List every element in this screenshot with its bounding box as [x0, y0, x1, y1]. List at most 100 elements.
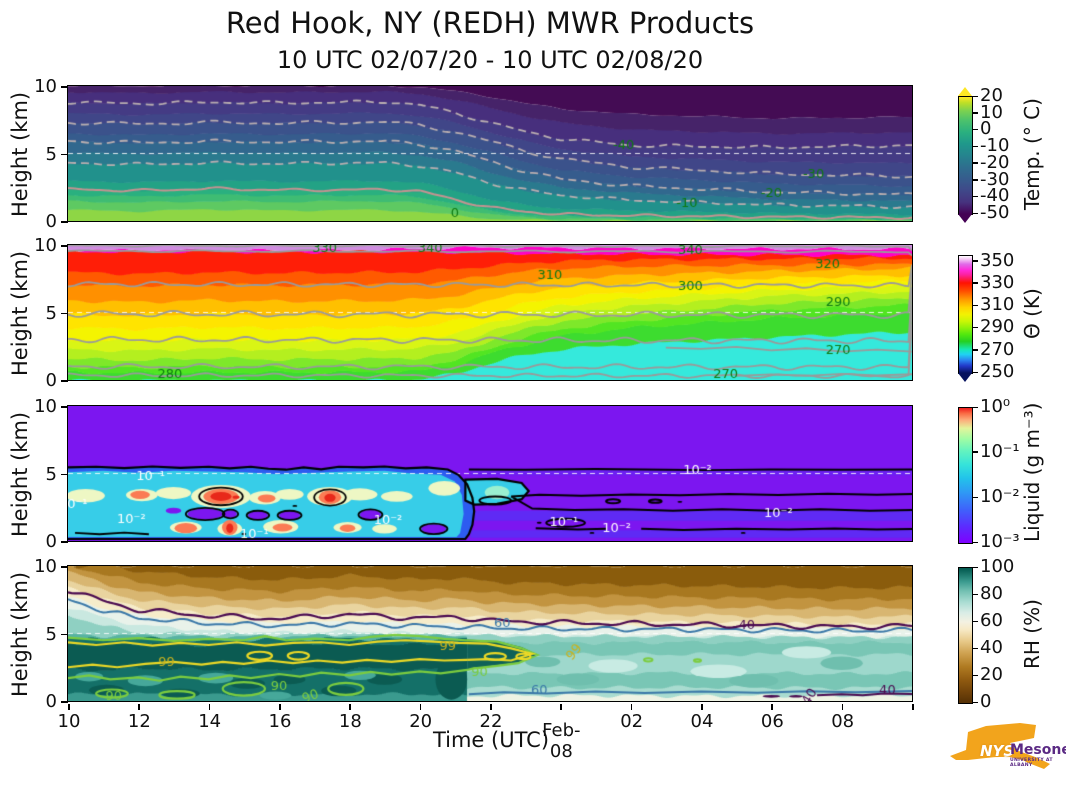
y-tick-label: 10: [34, 76, 57, 97]
temperature-colorbar-label: Temp. (° C): [1020, 98, 1044, 211]
relative-humidity-colorbar: [958, 567, 973, 704]
x-tick-mark: [490, 704, 492, 710]
y-tick-mark: [61, 245, 68, 247]
colorbar-tick-label: 250: [980, 361, 1015, 382]
potential-temperature-colorbar-up-arrow: [957, 245, 972, 255]
y-tick-mark: [61, 701, 68, 703]
y-tick-mark: [61, 86, 68, 88]
colorbar-tick-label: 10: [980, 101, 1003, 123]
colorbar-tick-mark: [973, 620, 978, 622]
colorbar-tick-label: 270: [980, 338, 1015, 360]
colorbar-tick-mark: [973, 406, 978, 408]
colorbar-tick-mark: [973, 701, 978, 703]
liquid-panel: [67, 405, 914, 543]
colorbar-tick-label: 330: [980, 271, 1015, 293]
x-tick-mark: [208, 704, 211, 710]
y-tick-mark: [61, 406, 68, 408]
x-tick-mark: [841, 704, 844, 710]
y-tick-label: 5: [45, 623, 57, 645]
x-tick-label: 02: [620, 711, 644, 732]
x-tick-label: 14: [198, 711, 222, 732]
x-tick-label: 18: [338, 711, 362, 732]
theta-panel: [67, 244, 914, 382]
colorbar-tick-mark: [973, 593, 978, 595]
colorbar-tick-mark: [973, 162, 978, 164]
x-tick-mark: [349, 704, 352, 710]
y-tick-label: 0: [45, 531, 57, 552]
colorbar-tick-label: 350: [980, 249, 1015, 271]
y-tick-label: 0: [45, 211, 57, 232]
x-tick-label: 10: [57, 711, 81, 732]
temperature-canvas: [68, 86, 913, 222]
x-tick-label: 06: [760, 711, 784, 732]
colorbar-tick-label: 10⁰: [980, 396, 1011, 417]
colorbar-tick-label: -30: [980, 168, 1010, 190]
liquid-water-colorbar: [958, 407, 973, 544]
temperature-colorbar: [958, 96, 973, 215]
colorbar-tick-label: 310: [980, 294, 1015, 316]
nys-mesonet-logo: NYS Mesonet UNIVERSITY AT ALBANY: [946, 714, 1066, 800]
colorbar-tick-mark: [973, 647, 978, 649]
xlabel-time: Time (UTC): [432, 728, 550, 752]
colorbar-tick-mark: [973, 212, 978, 214]
y-tick-label: 10: [34, 396, 57, 417]
x-tick-mark: [419, 704, 422, 710]
potential-temperature-colorbar-label: Θ (K): [1020, 288, 1044, 339]
colorbar-tick-label: -10: [980, 135, 1010, 157]
rh-canvas: [68, 566, 913, 702]
x-tick-mark: [912, 704, 914, 710]
y-tick-label: 5: [45, 302, 57, 324]
temperature-colorbar-down-arrow: [957, 213, 972, 223]
colorbar-tick-mark: [973, 145, 978, 148]
y-tick-mark: [61, 473, 68, 476]
colorbar-tick-label: 290: [980, 316, 1015, 338]
colorbar-tick-label: 80: [980, 583, 1003, 604]
liquid-water-colorbar-label: Liquid (g m⁻³): [1020, 402, 1044, 542]
colorbar-tick-label: 60: [980, 610, 1003, 631]
y-tick-label: 5: [45, 463, 57, 485]
colorbar-tick-label: 10⁻³: [980, 531, 1020, 552]
colorbar-tick-mark: [973, 179, 978, 181]
y-tick-mark: [61, 380, 68, 382]
colorbar-tick-label: -20: [980, 151, 1010, 173]
colorbar-tick-label: -50: [980, 202, 1010, 223]
y-tick-label: 5: [45, 143, 57, 165]
colorbar-tick-mark: [973, 260, 978, 262]
colorbar-tick-mark: [973, 95, 978, 97]
colorbar-tick-label: 10⁻¹: [980, 440, 1020, 462]
x-tick-mark: [701, 704, 703, 710]
colorbar-tick-mark: [973, 282, 978, 284]
x-tick-mark: [68, 704, 70, 710]
colorbar-tick-mark: [973, 349, 978, 351]
x-tick-label: 22: [479, 711, 503, 732]
x-tick-mark: [630, 704, 633, 710]
colorbar-tick-label: 20: [980, 85, 1003, 106]
x-tick-mark: [560, 704, 563, 710]
logo-nys-text: NYS: [980, 742, 1015, 760]
colorbar-tick-mark: [973, 326, 978, 329]
date-range-subtitle: 10 UTC 02/07/20 - 10 UTC 02/08/20: [276, 46, 704, 74]
colorbar-tick-label: 0: [980, 691, 992, 712]
y-tick-mark: [61, 221, 68, 223]
y-tick-mark: [61, 312, 68, 315]
logo-mesonet-text: Mesonet: [1010, 742, 1066, 758]
y-tick-label: 0: [45, 691, 57, 712]
y-tick-mark: [61, 541, 68, 543]
colorbar-tick-mark: [973, 566, 978, 568]
y-tick-label: 10: [34, 235, 57, 256]
x-tick-mark: [771, 704, 774, 710]
x-tick-label: 20: [409, 711, 433, 732]
colorbar-tick-label: -40: [980, 185, 1010, 207]
x-date-label: Feb-08: [542, 720, 581, 762]
colorbar-tick-mark: [973, 195, 978, 198]
colorbar-tick-mark: [973, 451, 978, 453]
colorbar-tick-label: 100: [980, 556, 1015, 577]
colorbar-tick-mark: [973, 128, 978, 131]
page-title: Red Hook, NY (REDH) MWR Products: [225, 6, 755, 40]
colorbar-tick-mark: [973, 304, 978, 307]
x-tick-label: 08: [831, 711, 855, 732]
y-tick-label: 0: [45, 370, 57, 391]
x-tick-mark: [279, 704, 281, 710]
ny-state-icon: [950, 723, 1050, 769]
